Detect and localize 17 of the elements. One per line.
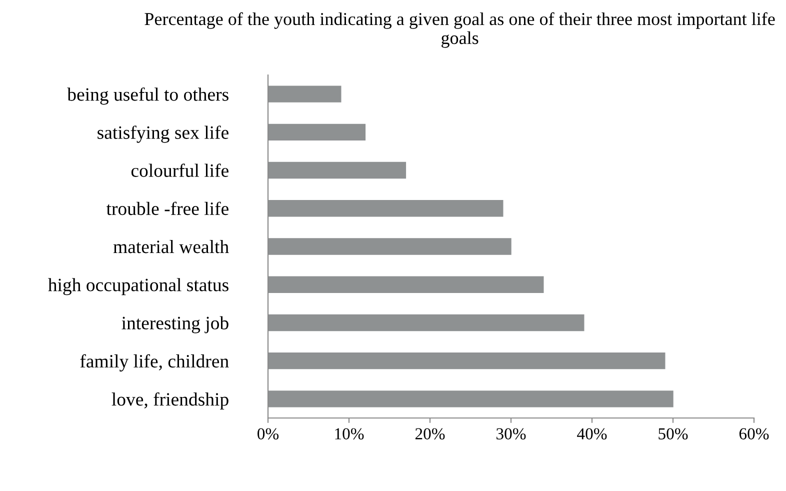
chart-title: Percentage of the youth indicating a given goal as one of their three most important life goals — [144, 12, 775, 48]
x-tick-label: 40% — [577, 428, 607, 440]
y-tick-label: high occupational status — [48, 278, 228, 296]
y-tick-label: being useful to others — [67, 87, 228, 105]
y-tick-label: trouble -free life — [106, 202, 228, 216]
y-tick-label: interesting job — [122, 316, 228, 334]
x-tick-label: 30% — [496, 428, 526, 440]
y-tick-label: family life, children — [80, 354, 229, 372]
x-tick-label: 10% — [335, 428, 364, 440]
x-tick-label: 60% — [739, 428, 769, 440]
y-tick-label: satisfying sex life — [98, 126, 228, 143]
x-tick-label: 50% — [658, 428, 688, 440]
y-tick-label: love, friendship — [112, 392, 228, 410]
x-tick-label: 0% — [258, 428, 279, 440]
x-tick-label: 20% — [415, 428, 445, 440]
y-tick-label: colourful life — [131, 164, 228, 177]
y-tick-label: material wealth — [113, 240, 229, 254]
